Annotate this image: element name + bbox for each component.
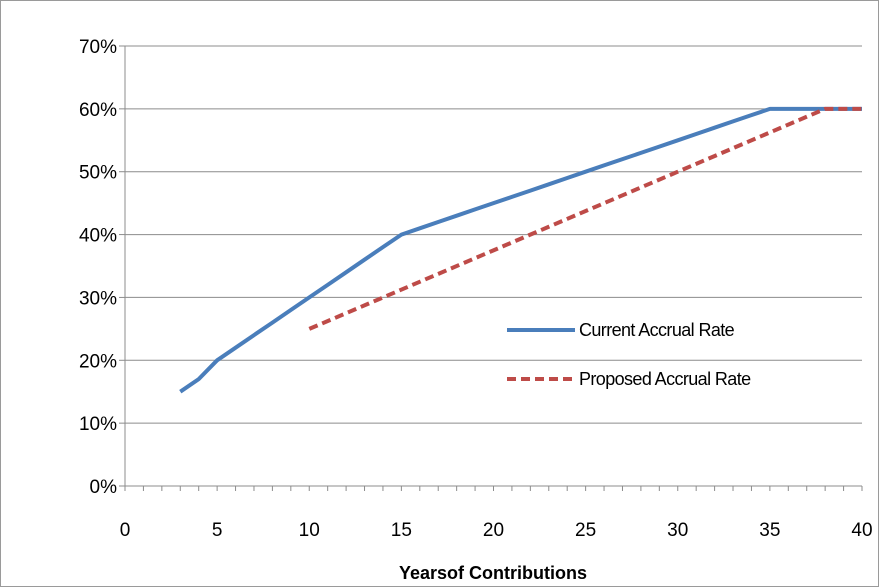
x-tick-label: 0: [120, 520, 131, 541]
y-tick-label: 20%: [79, 351, 117, 372]
y-tick-label: 50%: [79, 163, 117, 184]
tick-labels: 0% 10% 20% 30% 40% 50% 60% 70% 0 5 10 15 20 25 30 35 40: [79, 37, 873, 541]
x-tick-label: 10: [299, 520, 320, 541]
x-tick-label: 35: [759, 520, 780, 541]
series-line-1: [308, 106, 862, 331]
legend: Current Accrual Rate Proposed Accrual Rat…: [507, 320, 752, 389]
x-tick-label: 25: [575, 520, 596, 541]
x-tick-label: 40: [851, 520, 872, 541]
y-tick-label: 10%: [79, 414, 117, 435]
x-tick-label: 30: [667, 520, 688, 541]
legend-label-0: Current Accrual Rate: [579, 320, 735, 340]
series-line-0: [179, 106, 862, 394]
y-tick-label: 30%: [79, 288, 117, 309]
gridlines: [125, 45, 862, 487]
legend-label-1: Proposed Accrual Rate: [579, 369, 751, 389]
x-tick-label: 20: [483, 520, 504, 541]
axes: [119, 45, 863, 491]
series-lines: [179, 106, 862, 394]
x-tick-label: 15: [391, 520, 412, 541]
x-tick-label: 5: [212, 520, 223, 541]
x-axis-title: Yearsof Contributions: [399, 563, 587, 583]
y-tick-label: 70%: [79, 37, 117, 58]
y-tick-label: 40%: [79, 226, 117, 247]
y-tick-label: 0%: [90, 477, 118, 498]
y-tick-label: 60%: [79, 100, 117, 121]
